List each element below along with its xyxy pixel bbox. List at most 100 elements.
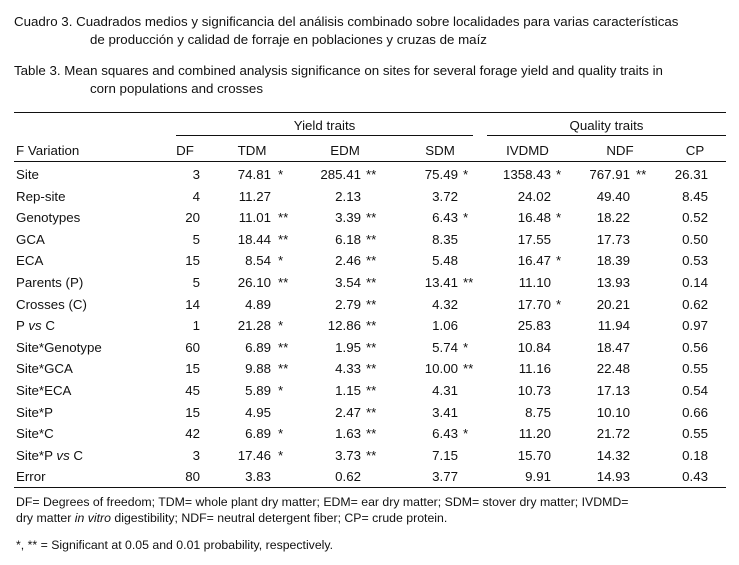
row-sdm-significance: * (463, 426, 469, 442)
caption-spanish: Cuadro 3. Cuadrados medios y significanc… (14, 13, 678, 49)
row-edm-value: 1.95 (335, 339, 361, 355)
row-edm-value: 2.47 (335, 404, 361, 420)
row-tdm-significance: * (278, 253, 284, 269)
row-edm-significance: ** (366, 231, 377, 247)
row-sdm-value: 1.06 (432, 318, 458, 334)
row-ndf-value: 49.40 (596, 188, 630, 204)
row-sdm-value: 6.43 (432, 210, 458, 226)
row-edm-value: 2.46 (335, 253, 361, 269)
caption-english-line2: corn populations and crosses (90, 81, 263, 96)
row-tdm-value: 9.88 (245, 361, 271, 377)
header-sdm: SDM (425, 143, 455, 158)
row-edm-significance: ** (366, 404, 377, 420)
row-source-label: Crosses (C) (16, 296, 87, 312)
row-tdm-value: 26.10 (237, 275, 271, 290)
row-source-part: vs (28, 318, 42, 334)
row-df-value: 5 (192, 231, 200, 247)
header-cp: CP (685, 143, 705, 158)
row-edm-value: 4.33 (335, 361, 361, 377)
row-edm-significance: ** (366, 426, 377, 442)
header-edm: EDM (330, 143, 360, 158)
row-ndf-value: 767.91 (589, 167, 630, 182)
header-f-variation: F Variation (16, 143, 80, 158)
row-df-value: 15 (185, 404, 200, 420)
row-edm-value: 1.63 (335, 426, 361, 442)
row-df-value: 80 (185, 469, 200, 485)
row-ivdmd-value: 11.20 (518, 426, 551, 442)
yield-traits-header: Yield traits (293, 118, 356, 133)
row-source-label: Site*ECA (16, 383, 72, 398)
row-cp-value: 0.53 (682, 253, 708, 269)
row-ivdmd-value: 11.16 (518, 361, 551, 377)
row-tdm-significance: * (278, 426, 284, 442)
row-source-label: Genotypes (16, 210, 81, 226)
row-ndf-value: 18.47 (596, 339, 630, 355)
row-tdm-value: 6.89 (245, 339, 271, 355)
row-tdm-value: 4.95 (245, 404, 271, 420)
row-sdm-value: 5.74 (432, 339, 458, 355)
row-edm-significance: ** (366, 210, 377, 226)
yield-group-rule (176, 135, 473, 136)
footnote-abbreviations: DF= Degrees of freedom; TDM= whole plant… (16, 494, 628, 526)
row-ivdmd-value: 16.47 (517, 253, 551, 269)
row-ivdmd-value: 24.02 (517, 188, 551, 204)
row-ndf-value: 18.39 (596, 253, 630, 269)
row-edm-value: 3.39 (335, 210, 361, 226)
quality-traits-header: Quality traits (569, 118, 644, 133)
row-tdm-value: 21.28 (237, 318, 271, 334)
row-ivdmd-value: 15.70 (517, 447, 551, 463)
row-source-part: vs (56, 447, 70, 463)
row-df-value: 5 (192, 275, 200, 290)
row-tdm-value: 4.89 (245, 296, 271, 312)
row-source-part: Site*P (16, 447, 57, 463)
row-source-label: Site*C (16, 426, 54, 442)
row-cp-value: 0.14 (682, 275, 708, 290)
header-ndf: NDF (606, 143, 634, 158)
row-tdm-value: 5.89 (245, 383, 271, 398)
footnote-line2-end: digestibility; NDF= neutral detergent fi… (110, 511, 448, 525)
row-source-label: Site*Genotype (16, 339, 102, 355)
row-ivdmd-value: 16.48 (517, 210, 551, 226)
row-edm-significance: ** (366, 167, 377, 182)
row-ivdmd-significance: * (556, 167, 562, 182)
caption-spanish-line2: de producción y calidad de forraje en po… (90, 32, 487, 47)
row-sdm-significance: * (463, 339, 469, 355)
row-cp-value: 0.55 (682, 361, 708, 377)
row-sdm-significance: * (463, 210, 469, 226)
row-source-label: Parents (P) (16, 275, 84, 290)
row-source-label: ECA (16, 253, 44, 269)
footnote-line2-start: dry matter (16, 511, 75, 525)
row-source-label: Site (16, 167, 39, 182)
row-edm-value: 2.13 (335, 188, 361, 204)
row-edm-significance: ** (366, 275, 377, 290)
row-source-label: P vs C (16, 318, 55, 334)
row-ivdmd-significance: * (556, 253, 562, 269)
row-tdm-value: 6.89 (245, 426, 271, 442)
row-sdm-value: 5.48 (432, 253, 458, 269)
row-edm-significance: ** (366, 318, 377, 334)
row-source-label: Site*P vs C (16, 448, 83, 464)
header-tdm: TDM (237, 143, 267, 158)
row-df-value: 60 (185, 339, 200, 355)
row-edm-significance: ** (366, 339, 377, 355)
row-df-value: 15 (185, 361, 200, 377)
row-edm-value: 0.62 (335, 469, 361, 485)
row-source-part: C (69, 447, 84, 463)
table-bottom-rule (14, 487, 726, 488)
row-cp-value: 8.45 (682, 188, 708, 204)
row-tdm-significance: ** (278, 361, 289, 377)
row-sdm-value: 7.15 (432, 447, 458, 463)
footnote-line2-italic: in vitro (74, 511, 111, 525)
row-ndf-value: 21.72 (596, 426, 630, 442)
row-ndf-value: 18.22 (596, 210, 630, 226)
row-ivdmd-value: 17.55 (517, 231, 551, 247)
row-df-value: 1 (192, 318, 200, 334)
row-tdm-value: 11.27 (238, 188, 271, 204)
row-df-value: 42 (185, 426, 200, 442)
header-bottom-rule (14, 161, 726, 162)
row-edm-significance: ** (366, 361, 377, 377)
row-source-label: Rep-site (16, 188, 66, 204)
row-tdm-significance: ** (278, 210, 289, 226)
header-df: DF (176, 143, 194, 158)
row-tdm-significance: * (278, 447, 284, 463)
